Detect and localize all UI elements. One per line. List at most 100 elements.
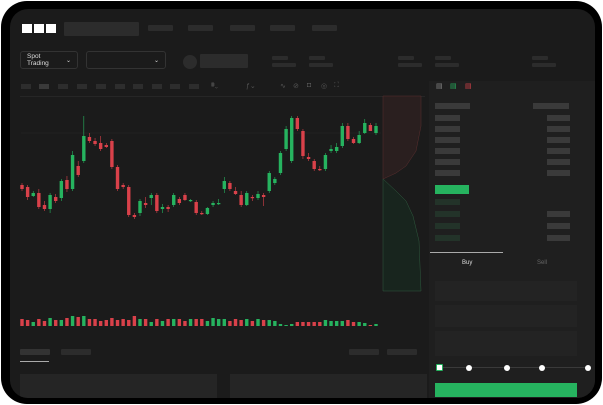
okx-logo[interactable] bbox=[22, 24, 56, 33]
tab-open-orders[interactable] bbox=[20, 349, 50, 355]
volume-bar bbox=[42, 321, 47, 326]
filter-button[interactable] bbox=[349, 349, 379, 355]
nav-item[interactable] bbox=[230, 25, 255, 31]
candle-body bbox=[194, 202, 198, 213]
pair-dropdown[interactable]: ⌄ bbox=[86, 51, 166, 69]
volume-bar bbox=[200, 319, 204, 326]
slider-stop-25[interactable] bbox=[466, 365, 472, 371]
nav-item[interactable] bbox=[270, 25, 295, 31]
candle-body bbox=[87, 137, 92, 141]
indicator-icon[interactable]: ƒ⌄ bbox=[246, 83, 256, 90]
ask-price[interactable] bbox=[435, 170, 460, 176]
slider-handle[interactable] bbox=[436, 364, 443, 371]
volume-bar bbox=[301, 322, 305, 326]
ask-size bbox=[547, 170, 570, 176]
candle-body bbox=[110, 141, 114, 167]
interval-button[interactable] bbox=[133, 84, 143, 89]
candle-body bbox=[25, 187, 30, 197]
candle-body bbox=[132, 215, 137, 217]
volume-bar bbox=[37, 319, 41, 326]
volume-bar bbox=[357, 322, 361, 326]
stat-value bbox=[309, 63, 333, 67]
orderbook-asks-icon[interactable]: ▤ bbox=[465, 83, 472, 90]
volume-bar bbox=[31, 322, 35, 326]
candlestick-chart[interactable] bbox=[10, 9, 595, 398]
volume-bar bbox=[216, 319, 221, 326]
slider-stop-50[interactable] bbox=[504, 365, 510, 371]
interval-button[interactable] bbox=[189, 84, 199, 89]
interval-1m[interactable] bbox=[21, 84, 31, 89]
volume-bar bbox=[261, 320, 266, 326]
price-input[interactable] bbox=[435, 281, 577, 301]
candle-body bbox=[143, 203, 148, 205]
interval-button[interactable] bbox=[77, 84, 87, 89]
filter-button[interactable] bbox=[387, 349, 417, 355]
interval-button[interactable] bbox=[152, 84, 162, 89]
bid-price[interactable] bbox=[435, 235, 460, 241]
buy-button[interactable] bbox=[435, 383, 577, 397]
interval-button[interactable] bbox=[58, 84, 68, 89]
candle-body bbox=[37, 193, 41, 207]
candle-body bbox=[205, 208, 210, 214]
fullscreen-icon[interactable]: ⛶ bbox=[334, 82, 339, 89]
ask-price[interactable] bbox=[435, 159, 460, 165]
settings-icon[interactable]: ◎ bbox=[321, 83, 328, 90]
candle-body bbox=[98, 143, 103, 149]
candle-body bbox=[340, 126, 344, 146]
ask-price[interactable] bbox=[435, 115, 460, 121]
interval-active[interactable] bbox=[39, 84, 49, 89]
interval-button[interactable] bbox=[115, 84, 125, 89]
ask-price[interactable] bbox=[435, 148, 460, 154]
nav-item[interactable] bbox=[148, 25, 173, 31]
camera-icon[interactable]: ◘ bbox=[307, 82, 312, 89]
ask-price[interactable] bbox=[435, 126, 460, 132]
chevron-down-icon: ⌄ bbox=[153, 57, 159, 64]
bid-price[interactable] bbox=[435, 211, 460, 217]
tab-buy[interactable]: Buy bbox=[462, 260, 473, 266]
slider-stop-100[interactable] bbox=[585, 365, 591, 371]
amount-input[interactable] bbox=[435, 305, 577, 327]
volume-bar bbox=[295, 322, 300, 326]
volume-bar bbox=[70, 316, 75, 326]
candle-body bbox=[20, 185, 24, 189]
volume-bar bbox=[76, 317, 80, 326]
slider-stop-75[interactable] bbox=[539, 365, 545, 371]
total-input[interactable] bbox=[435, 331, 577, 356]
tab-history[interactable] bbox=[61, 349, 91, 355]
interval-button[interactable] bbox=[96, 84, 106, 89]
candle-body bbox=[115, 167, 120, 189]
ask-price[interactable] bbox=[435, 137, 460, 143]
bid-price[interactable] bbox=[435, 199, 460, 205]
orderbook-bids-icon[interactable]: ▤ bbox=[450, 83, 457, 90]
stat-value bbox=[398, 63, 422, 67]
nav-item[interactable] bbox=[188, 25, 213, 31]
candle-body bbox=[31, 193, 35, 196]
bid-price[interactable] bbox=[435, 223, 460, 229]
volume-bar bbox=[115, 320, 120, 326]
candle-body bbox=[318, 169, 322, 171]
candle-type-icon[interactable]: ⩩⌄ bbox=[211, 82, 219, 89]
volume-bar bbox=[273, 321, 277, 326]
tab-sell[interactable]: Sell bbox=[537, 260, 548, 266]
orderbook-both-icon[interactable]: ▤ bbox=[436, 83, 443, 90]
candle-body bbox=[59, 181, 64, 198]
order-card bbox=[20, 374, 217, 398]
depth-asks-area bbox=[382, 95, 422, 180]
volume-bar bbox=[121, 319, 125, 326]
ask-size bbox=[547, 115, 570, 121]
nav-item[interactable] bbox=[312, 25, 337, 31]
ask-size bbox=[547, 159, 570, 165]
volume-bar bbox=[104, 320, 108, 326]
pair-price bbox=[200, 54, 248, 68]
search-bar[interactable] bbox=[64, 22, 139, 36]
candle-body bbox=[211, 203, 215, 205]
candle-body bbox=[149, 195, 153, 198]
ruler-icon[interactable]: ⊘ bbox=[293, 83, 299, 90]
slider-track[interactable] bbox=[440, 367, 590, 368]
tab-underline bbox=[20, 361, 49, 362]
interval-button[interactable] bbox=[170, 84, 180, 89]
candle-body bbox=[295, 118, 300, 129]
line-tool-icon[interactable]: ∿ bbox=[280, 83, 286, 90]
ask-size bbox=[547, 148, 570, 154]
market-type-dropdown[interactable]: Spot Trading ⌄ bbox=[20, 51, 78, 69]
